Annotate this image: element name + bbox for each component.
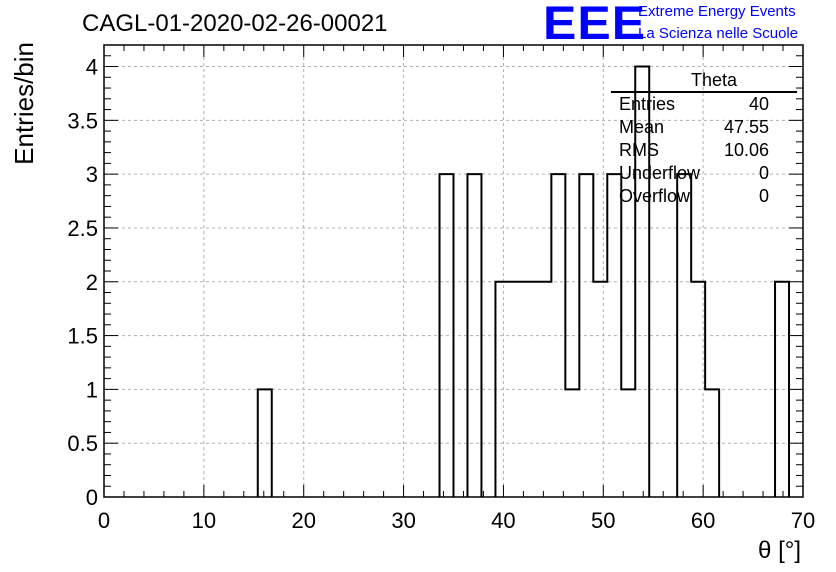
- x-tick-label: 30: [391, 508, 415, 533]
- y-tick-label: 1.5: [67, 324, 98, 349]
- stats-row-overflow: Overflow 0: [611, 185, 777, 208]
- stats-value: 0: [758, 163, 769, 183]
- x-axis-label: θ [°]: [758, 537, 801, 564]
- y-tick-label: 1: [86, 377, 98, 402]
- x-tick-label: 10: [192, 508, 216, 533]
- y-tick-label: 0: [86, 485, 98, 510]
- histogram-bin: [551, 174, 565, 497]
- y-tick-label: 0.5: [67, 431, 98, 456]
- x-tick-label: 50: [591, 508, 615, 533]
- y-tick-label: 2: [86, 270, 98, 295]
- stats-row-rms: RMS 10.06: [611, 139, 777, 162]
- stats-key: Underflow: [619, 163, 701, 183]
- stats-value: 0: [758, 186, 769, 206]
- stats-title: Theta: [611, 70, 797, 93]
- axis-labels: 0 10 20 30 40 50 60 70 0 0.5 1 1.5 2 2.5 3 3.5 4 θ [°] Ent…: [9, 42, 815, 564]
- histogram-outline: [256, 65, 791, 497]
- stats-value: 40: [748, 94, 769, 114]
- histogram-bin: [593, 282, 607, 497]
- x-tick-label: 40: [491, 508, 515, 533]
- x-tick-label: 20: [291, 508, 315, 533]
- histogram-bars: [256, 65, 791, 497]
- chart-title: CAGL-01-2020-02-26-00021: [82, 10, 388, 37]
- stats-row-entries: Entries 40: [611, 93, 777, 116]
- stats-key: Mean: [619, 117, 665, 137]
- logo-mark: EEE: [543, 0, 647, 50]
- stats-value: 10.06: [723, 140, 769, 160]
- y-tick-label: 2.5: [67, 216, 98, 241]
- histogram-bin: [467, 174, 481, 497]
- stats-row-mean: Mean 47.55: [611, 116, 777, 139]
- logo-line-2: La Scienza nelle Scuole: [638, 25, 799, 42]
- stats-box: Theta Entries 40 Mean 47.55 RMS 10.06 Un…: [611, 70, 797, 208]
- stats-key: Entries: [619, 94, 676, 114]
- histogram-bin: [677, 174, 691, 497]
- stats-key: Overflow: [619, 186, 691, 206]
- logo-line-1: Extreme Energy Events: [638, 3, 796, 20]
- x-tick-label: 60: [691, 508, 715, 533]
- stats-value: 47.55: [723, 117, 769, 137]
- stats-key: RMS: [619, 140, 659, 160]
- x-tick-label: 70: [791, 508, 815, 533]
- y-axis-label: Entries/bin: [9, 42, 39, 165]
- y-tick-label: 4: [86, 55, 98, 80]
- y-tick-label: 3: [86, 162, 98, 187]
- histogram-bin: [509, 282, 523, 497]
- x-tick-label: 0: [98, 508, 110, 533]
- axis-ticks: [103, 44, 804, 498]
- stats-row-underflow: Underflow 0: [611, 162, 777, 185]
- y-tick-label: 3.5: [67, 108, 98, 133]
- histogram-bin: [258, 389, 272, 497]
